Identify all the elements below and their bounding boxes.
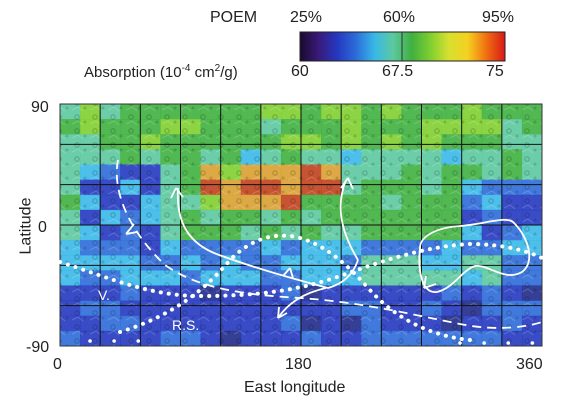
poem-label: POEM: [210, 9, 258, 26]
poem-tick-60: 60%: [383, 9, 416, 26]
poem-tick-95: 95%: [482, 9, 515, 26]
arrow-head-2: [170, 187, 184, 199]
map-grid: [60, 104, 542, 346]
flow-curve-3: [277, 287, 327, 319]
map-frame: [59, 103, 543, 347]
arrow-head-4: [277, 306, 288, 319]
v-boundary-dotted: [58, 241, 544, 299]
absorption-label: Absorption (10-4 cm2/g): [84, 63, 238, 81]
map-overlays: [58, 159, 544, 345]
y-tick-minus-90: -90: [26, 339, 50, 356]
y-tick-0: 0: [38, 219, 47, 236]
x-tick-180: 180: [285, 356, 312, 373]
absorption-tick-67-5: 67.5: [382, 63, 414, 80]
x-axis-label: East longitude: [244, 379, 346, 396]
flow-curve-1: [176, 187, 359, 289]
flow-curve-2: [339, 179, 359, 261]
arrow-head-6: [423, 275, 437, 289]
arrow-head-3: [282, 267, 294, 279]
x-tick-0: 0: [53, 356, 62, 373]
arrow-head-1: [125, 223, 138, 235]
absorption-tick-75: 75: [486, 63, 504, 80]
v-label: V.: [98, 287, 110, 303]
rs-boundary-dotted: [118, 233, 472, 342]
y-tick-90: 90: [31, 99, 49, 116]
loop-curve: [418, 218, 531, 293]
poem-tick-25: 25%: [290, 9, 323, 26]
x-tick-360: 360: [516, 356, 543, 373]
absorption-tick-60: 60: [291, 63, 309, 80]
rs-label: R.S.: [172, 317, 199, 333]
arrow-head-5: [340, 177, 354, 190]
